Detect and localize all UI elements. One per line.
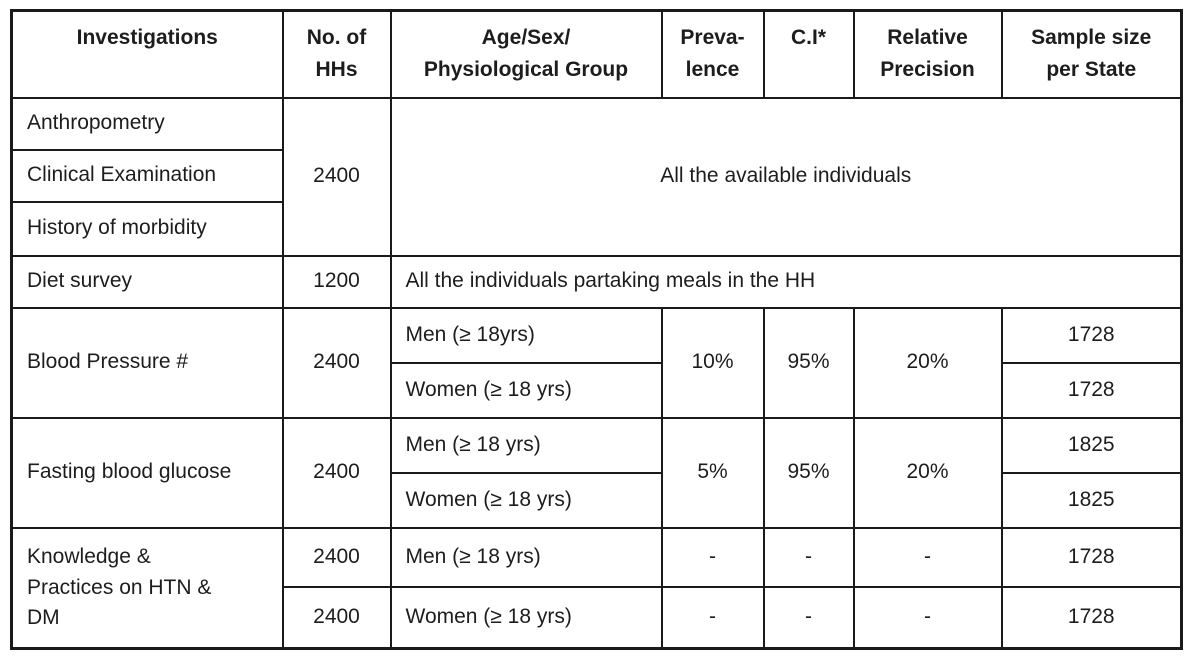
- cell-knowledge-practices-label: Knowledge & Practices on HTN & DM: [10, 526, 284, 650]
- cell-knowledge-practices-women-hhs: 2400: [281, 585, 392, 650]
- col-header-investigations: Investigations: [10, 9, 284, 99]
- cell-blood-pressure-women-group: Women (≥ 18 yrs): [389, 361, 663, 419]
- cell-fasting-glucose-men-sample: 1825: [1000, 416, 1183, 474]
- row-fasting-glucose-men: Fasting blood glucose 2400 Men (≥ 18 yrs…: [10, 416, 1183, 529]
- cell-blood-pressure-men-sample: 1728: [1000, 306, 1183, 364]
- cell-knowledge-practices-women-relative-precision: -: [852, 585, 1003, 650]
- cell-fasting-glucose-hhs: 2400: [281, 416, 392, 529]
- cell-blood-pressure-men-group: Men (≥ 18yrs): [389, 306, 663, 364]
- cell-knowledge-practices-women-group: Women (≥ 18 yrs): [389, 585, 663, 650]
- cell-knowledge-practices-men-prevalence: -: [660, 526, 765, 588]
- row-history-of-morbidity: History of morbidity: [10, 200, 1182, 257]
- cell-knowledge-practices-women-sample: 1728: [1000, 585, 1183, 650]
- row-knowledge-practices-women: 2400 Women (≥ 18 yrs) - - - 1728: [12, 585, 1183, 650]
- cell-knowledge-practices-men-relative-precision: -: [852, 526, 1003, 588]
- cell-history-of-morbidity-label: History of morbidity: [10, 200, 284, 257]
- cell-fasting-glucose-women-sample: 1825: [1000, 471, 1183, 529]
- row-diet-survey: Diet survey 1200 All the individuals par…: [10, 254, 1183, 309]
- cell-anthropometry-label: Anthropometry: [10, 96, 284, 151]
- cell-knowledge-practices-women-ci: -: [762, 585, 855, 650]
- cell-fasting-glucose-women-group: Women (≥ 18 yrs): [389, 471, 663, 529]
- cell-knowledge-practices-men-ci: -: [762, 526, 855, 588]
- col-header-no-of-hhs: No. of HHs: [281, 9, 392, 99]
- header-row: Investigations No. of HHs Age/Sex/ Physi…: [10, 9, 1183, 99]
- col-header-relative-precision: Relative Precision: [852, 9, 1003, 99]
- cell-blood-pressure-ci: 95%: [762, 306, 855, 419]
- cell-fasting-glucose-label: Fasting blood glucose: [10, 416, 284, 529]
- cell-blood-pressure-relative-precision: 20%: [852, 306, 1003, 419]
- col-header-sample-size: Sample size per State: [1000, 9, 1183, 99]
- cell-knowledge-practices-men-hhs: 2400: [281, 526, 392, 588]
- cell-knowledge-practices-men-group: Men (≥ 18 yrs): [389, 526, 663, 588]
- col-header-age-sex-group: Age/Sex/ Physiological Group: [389, 9, 663, 99]
- cell-anthro-group-hhs: 2400: [281, 96, 392, 257]
- row-anthropometry: Anthropometry 2400 All the available ind…: [10, 96, 1183, 257]
- cell-diet-survey-hhs: 1200: [281, 254, 392, 309]
- cell-fasting-glucose-relative-precision: 20%: [852, 416, 1003, 529]
- row-knowledge-practices-men: Knowledge & Practices on HTN & DM 2400 M…: [10, 526, 1183, 650]
- cell-knowledge-practices-men-sample: 1728: [1000, 526, 1183, 588]
- cell-anthro-group-note: All the available individuals: [389, 96, 1183, 257]
- col-header-ci: C.I*: [762, 9, 855, 99]
- row-blood-pressure-men: Blood Pressure # 2400 Men (≥ 18yrs) 10% …: [10, 306, 1183, 419]
- cell-diet-survey-note: All the individuals partaking meals in t…: [389, 254, 1183, 309]
- row-clinical-examination: Clinical Examination: [10, 148, 1182, 203]
- col-header-prevalence: Preva- lence: [660, 9, 765, 99]
- cell-clinical-examination-label: Clinical Examination: [10, 148, 284, 203]
- cell-blood-pressure-prevalence: 10%: [660, 306, 765, 419]
- cell-fasting-glucose-men-group: Men (≥ 18 yrs): [389, 416, 663, 474]
- cell-knowledge-practices-women-prevalence: -: [660, 585, 765, 650]
- cell-blood-pressure-label: Blood Pressure #: [10, 306, 284, 419]
- cell-fasting-glucose-ci: 95%: [762, 416, 855, 529]
- document-page: Investigations No. of HHs Age/Sex/ Physi…: [10, 9, 1183, 650]
- cell-fasting-glucose-prevalence: 5%: [660, 416, 765, 529]
- sampling-plan-table: Investigations No. of HHs Age/Sex/ Physi…: [10, 9, 1183, 650]
- cell-blood-pressure-women-sample: 1728: [1000, 361, 1183, 419]
- row-blood-pressure-women: Women (≥ 18 yrs) 1728: [12, 361, 1183, 419]
- cell-diet-survey-label: Diet survey: [10, 254, 284, 309]
- cell-blood-pressure-hhs: 2400: [281, 306, 392, 419]
- row-fasting-glucose-women: Women (≥ 18 yrs) 1825: [12, 471, 1183, 529]
